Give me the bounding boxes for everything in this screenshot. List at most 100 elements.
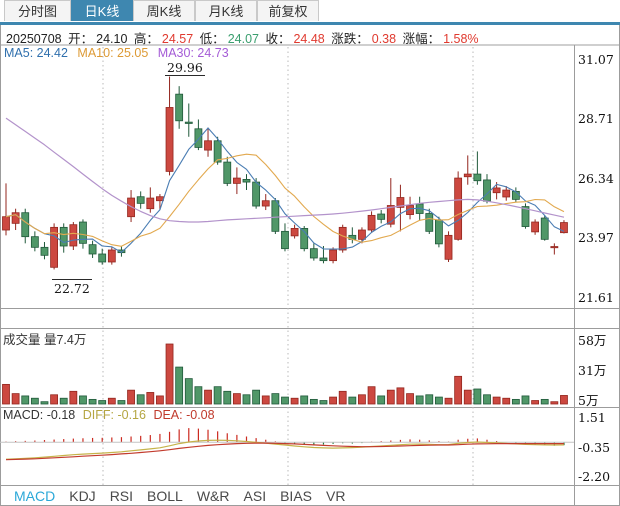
marked-low-annotation: 22.72	[52, 279, 92, 296]
candle-body	[560, 222, 568, 234]
candle-body	[165, 107, 174, 172]
ma10-line	[5, 153, 565, 247]
volume-bar	[550, 401, 559, 405]
candle-body	[434, 219, 443, 245]
marked-high-annotation: 29.96	[165, 60, 205, 76]
info-date: 20250708	[6, 32, 62, 46]
indicator-tab-asi[interactable]: ASI	[243, 488, 267, 504]
volume-bar	[156, 395, 164, 405]
indicator-tab-boll[interactable]: BOLL	[147, 488, 183, 504]
candle-body	[377, 213, 386, 220]
indicator-tab-rsi[interactable]: RSI	[109, 488, 134, 504]
volume-bar	[290, 397, 299, 405]
volume-bar	[358, 394, 366, 405]
volume-bar	[261, 395, 270, 405]
close-value: 24.48	[293, 32, 325, 46]
candle-body	[59, 226, 68, 247]
tab-forward-adjusted[interactable]: 前复权	[257, 0, 319, 21]
volume-bar	[329, 396, 337, 405]
volume-panel-label: 成交量 量7.4万	[3, 333, 87, 347]
volume-bar	[444, 397, 453, 405]
dea-line	[5, 442, 564, 461]
volume-bar	[232, 393, 241, 405]
dea-value-label: DEA: -0.08	[153, 408, 215, 422]
candle-body	[30, 236, 39, 248]
candle-body	[473, 173, 482, 182]
volume-bar	[136, 394, 145, 405]
candle-body	[521, 206, 530, 227]
candle-body	[290, 228, 299, 237]
volume-bar	[338, 390, 347, 405]
volume-bar	[396, 387, 405, 405]
volume-bar	[79, 395, 87, 405]
candle-body	[21, 212, 30, 238]
candle-body	[550, 246, 559, 249]
candle-body	[50, 226, 58, 268]
volume-bar	[184, 378, 193, 405]
change-label: 涨跌：	[331, 32, 369, 46]
candle-body	[463, 173, 472, 178]
volume-bar	[406, 393, 414, 405]
volume-bar	[271, 393, 280, 405]
candle-body	[252, 181, 261, 207]
volume-bar	[242, 394, 251, 405]
tab-weekly-kline[interactable]: 周K线	[133, 0, 195, 21]
volume-bar	[98, 400, 107, 405]
candle-body	[232, 177, 241, 184]
change-value: 0.38	[371, 32, 397, 46]
candle-body	[531, 221, 539, 233]
indicator-tab-wr[interactable]: W&R	[196, 488, 230, 504]
candle-body	[79, 221, 87, 244]
open-label: 开：	[68, 32, 94, 46]
indicator-tab-macd[interactable]: MACD	[14, 488, 56, 504]
volume-bar	[377, 395, 386, 405]
candle-body	[223, 161, 232, 184]
indicator-tab-vr[interactable]: VR	[326, 488, 346, 504]
volume-bar	[386, 389, 395, 405]
candle-body	[444, 234, 453, 260]
candle-body	[358, 229, 366, 240]
tab-daily-kline[interactable]: 日K线	[71, 0, 133, 21]
close-label: 收：	[265, 32, 291, 46]
volume-bar	[434, 396, 443, 405]
change-pct-value: 1.58%	[443, 32, 479, 46]
indicator-tab-kdj[interactable]: KDJ	[69, 488, 96, 504]
volume-axis-tick-2: 31万	[578, 363, 607, 378]
kline-chart-canvas	[0, 25, 620, 506]
period-tabbar: 分时图 日K线 周K线 月K线 前复权	[0, 0, 620, 22]
volume-bar	[309, 398, 318, 405]
volume-bar	[117, 400, 126, 405]
price-axis-tick-1: 31.07	[578, 52, 614, 67]
candle-body	[88, 244, 97, 255]
ohlc-info-bar: 20250708 开： 24.10 高： 24.57 低： 24.07 收： 24.48…	[0, 25, 620, 46]
diff-line	[5, 439, 564, 460]
candle-body	[540, 217, 549, 240]
candle-body	[69, 224, 78, 247]
volume-bar	[415, 395, 424, 405]
tab-monthly-kline[interactable]: 月K线	[195, 0, 257, 21]
candle-body	[204, 140, 212, 151]
candle-body	[271, 200, 280, 232]
tab-time-sharing[interactable]: 分时图	[4, 0, 71, 21]
low-value: 24.07	[227, 32, 259, 46]
high-value: 24.57	[161, 32, 194, 46]
candle-body	[136, 196, 145, 204]
price-axis-tick-2: 28.71	[578, 111, 614, 126]
candle-body	[319, 257, 328, 262]
volume-bar	[213, 386, 222, 405]
volume-bar	[521, 395, 530, 405]
volume-bar	[348, 396, 357, 405]
volume-bar	[69, 390, 78, 405]
volume-bar	[127, 389, 135, 405]
volume-bar	[425, 394, 434, 405]
ma5-label: MA5: 24.42	[4, 46, 68, 60]
volume-bar	[107, 397, 116, 405]
candle-body	[367, 214, 376, 231]
candle-body	[483, 179, 491, 202]
volume-bar	[40, 401, 49, 405]
low-label: 低：	[199, 32, 225, 46]
candle-body	[492, 187, 501, 194]
indicator-tab-bias[interactable]: BIAS	[280, 488, 312, 504]
volume-bar	[194, 386, 203, 405]
